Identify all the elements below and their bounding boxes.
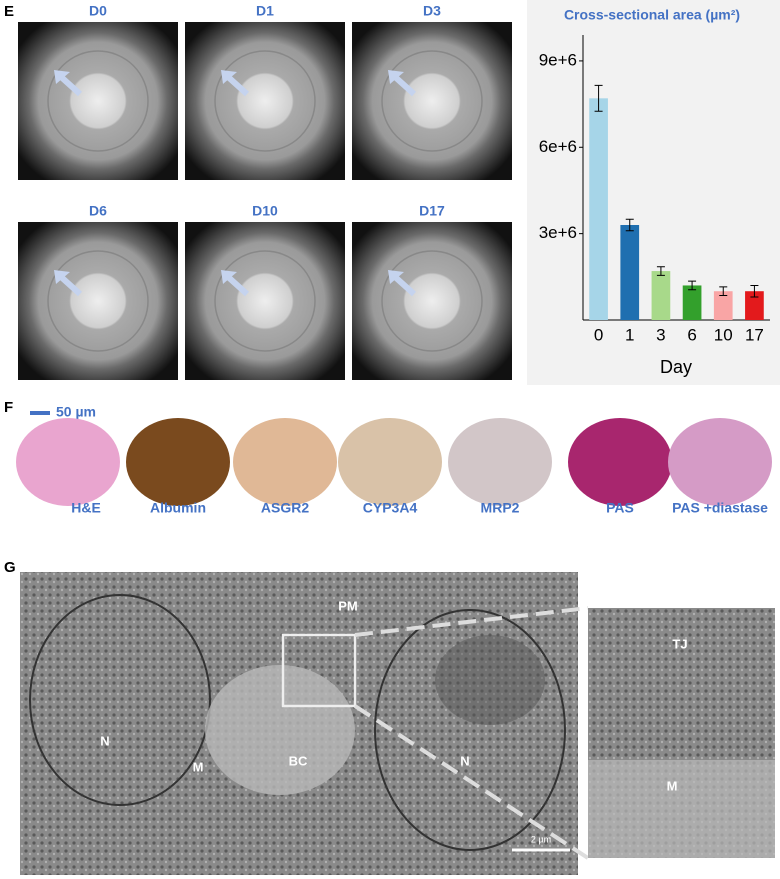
well-image xyxy=(352,222,512,380)
well-label: D6 xyxy=(89,203,107,219)
well-image xyxy=(185,22,345,180)
tissue-section xyxy=(233,418,337,506)
well-rim xyxy=(47,250,149,352)
error-bar xyxy=(688,280,697,291)
stains: H&E Albumin ASGR2 CYP3A4 MRP2 PAS PAS +diastas… xyxy=(16,418,772,516)
arrow-head xyxy=(54,70,70,84)
em-annotation: TJ xyxy=(672,636,687,651)
zoom-box xyxy=(281,633,357,708)
nucleus-outline xyxy=(374,609,566,851)
well-image xyxy=(185,222,345,380)
tissue-section xyxy=(126,418,230,506)
bar xyxy=(651,271,671,320)
em-annotation: N xyxy=(100,733,109,748)
arrow-head xyxy=(54,270,70,284)
well-label: D3 xyxy=(423,3,441,19)
arrow-head xyxy=(388,70,404,84)
chart: 3e+6 6e+6 9e+6 0 1 3 6 10 17 xyxy=(539,35,770,344)
arrow-head xyxy=(388,270,404,284)
annotations: PM N M BC N TJ M xyxy=(100,598,687,793)
well-image xyxy=(18,222,178,380)
error-bar xyxy=(594,84,603,112)
zoom-line xyxy=(353,704,590,860)
nucleolus xyxy=(435,635,545,725)
x-tick-label: 3 xyxy=(656,325,665,344)
arrow-head xyxy=(221,270,237,284)
well-label: D1 xyxy=(256,3,274,19)
bar xyxy=(589,98,608,320)
arrow xyxy=(57,273,83,297)
x-axis-label: Day xyxy=(660,357,692,377)
arrow xyxy=(57,73,83,97)
em-annotation: N xyxy=(460,753,469,768)
well-label: D0 xyxy=(89,3,107,19)
stain-label: CYP3A4 xyxy=(363,500,418,516)
error-bar xyxy=(719,286,728,297)
zoom-line xyxy=(354,606,589,637)
bar xyxy=(713,291,733,320)
tissue-section xyxy=(16,418,120,506)
tissue-section xyxy=(338,418,442,506)
panel-label: G xyxy=(4,559,16,576)
nucleus-outline xyxy=(29,594,211,806)
em-annotation: PM xyxy=(338,598,358,613)
arrow-head xyxy=(221,70,237,84)
error-bar xyxy=(750,284,759,298)
tissue-section xyxy=(568,418,672,506)
panel-label: E xyxy=(4,3,14,20)
chart-background xyxy=(527,0,780,385)
bile-canaliculus xyxy=(205,665,355,795)
error-bar xyxy=(656,266,665,276)
well-image xyxy=(352,22,512,180)
stain-label: ASGR2 xyxy=(261,500,309,516)
scale-label: 2 µm xyxy=(531,834,551,844)
well-label: D17 xyxy=(419,203,445,219)
y-tick-label: 3e+6 xyxy=(539,223,577,242)
tissue-section xyxy=(668,418,772,506)
chart-title: Cross-sectional area (µm²) xyxy=(564,7,740,23)
error-bar xyxy=(625,218,634,232)
stain-label: PAS +diastase xyxy=(672,500,768,516)
panel-label: F xyxy=(4,399,13,416)
em-annotation: BC xyxy=(289,753,308,768)
well-rim xyxy=(214,50,316,152)
well-images: D0 D1 D3 D6 D10 D17 xyxy=(18,3,512,380)
well-label: D10 xyxy=(252,203,278,219)
arrow xyxy=(391,73,417,97)
em-annotation: M xyxy=(193,759,204,774)
arrow xyxy=(391,273,417,297)
scale-label: 50 µm xyxy=(56,404,96,420)
y-tick-label: 6e+6 xyxy=(539,137,577,156)
x-tick-label: 1 xyxy=(625,325,634,344)
well-image xyxy=(18,22,178,180)
well-rim xyxy=(381,250,483,352)
arrow xyxy=(224,273,250,297)
well-rim xyxy=(47,50,149,152)
x-tick-label: 17 xyxy=(745,325,764,344)
arrow xyxy=(224,73,250,97)
stain-label: Albumin xyxy=(150,500,206,516)
y-tick-label: 9e+6 xyxy=(539,50,577,69)
well-rim xyxy=(214,250,316,352)
em-annotation: M xyxy=(667,778,678,793)
inset-region xyxy=(588,760,775,858)
bar xyxy=(620,225,640,320)
stain-label: MRP2 xyxy=(481,500,520,516)
well-rim xyxy=(381,50,483,152)
stain-label: H&E xyxy=(71,500,101,516)
bar xyxy=(682,285,702,320)
bar xyxy=(745,291,764,320)
x-tick-label: 0 xyxy=(594,325,603,344)
tissue-section xyxy=(448,418,552,506)
x-tick-label: 10 xyxy=(714,325,733,344)
x-tick-label: 6 xyxy=(687,325,696,344)
stain-label: PAS xyxy=(606,500,634,516)
